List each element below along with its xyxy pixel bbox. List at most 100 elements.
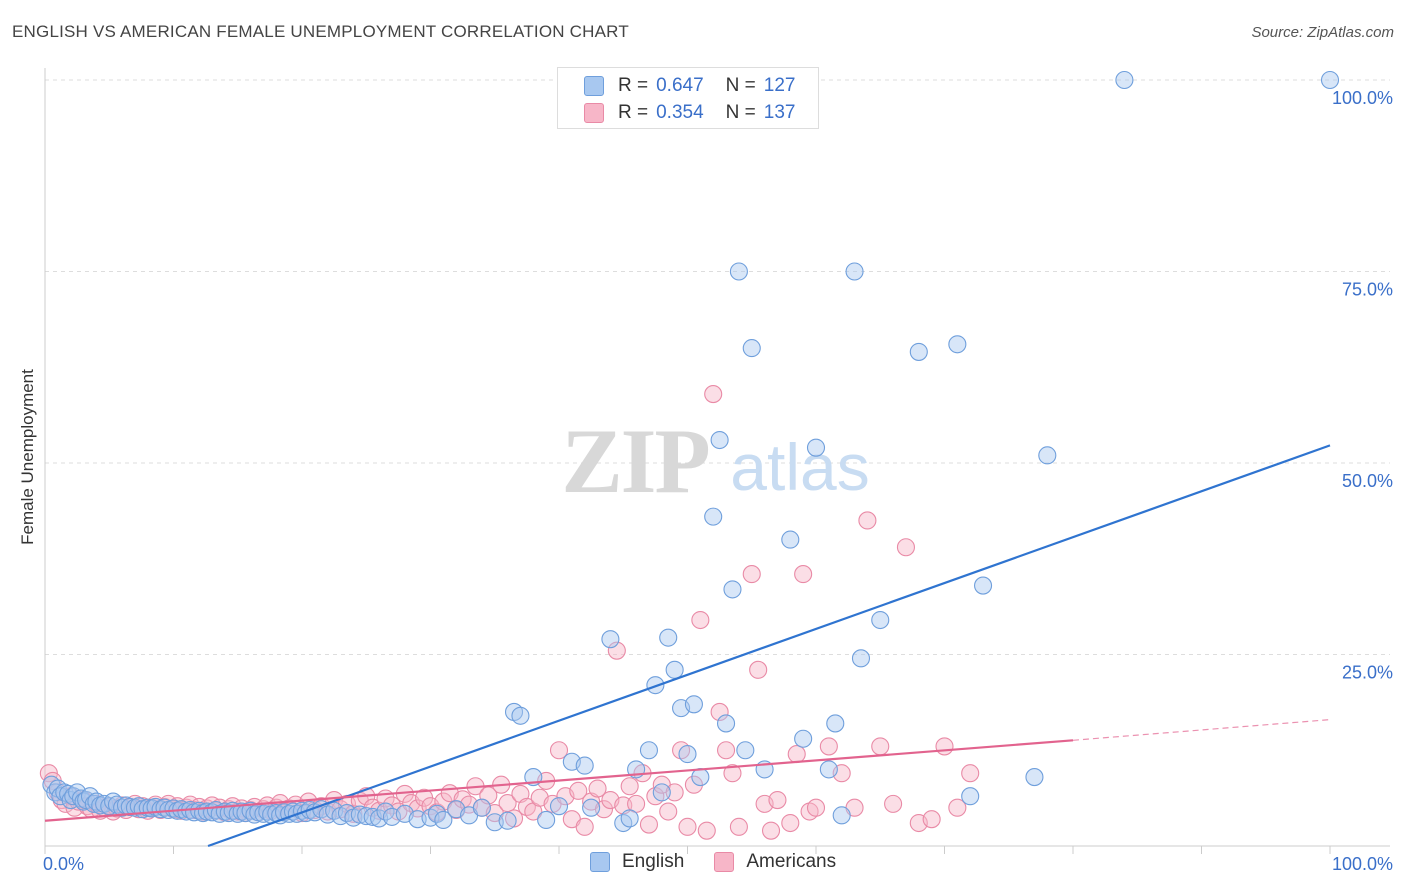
english-point <box>973 576 993 595</box>
americans-point <box>871 737 890 756</box>
r-label: R = <box>618 75 649 96</box>
english-point <box>678 745 697 764</box>
americans-trend-line <box>44 739 1074 822</box>
english-point <box>652 783 671 802</box>
americans-point <box>794 565 813 584</box>
english-point <box>909 342 928 361</box>
americans-point <box>678 817 697 836</box>
americans-point <box>768 790 787 810</box>
english-point <box>845 262 864 281</box>
americans-point <box>749 660 768 679</box>
series-legend: English Americans <box>590 851 866 873</box>
americans-point <box>704 385 723 404</box>
r-label: R = <box>618 102 649 123</box>
americans-point <box>729 817 748 836</box>
english-point <box>742 339 761 358</box>
english-point <box>826 714 845 733</box>
legend-item-americans[interactable]: Americans <box>714 851 836 873</box>
americans-point <box>884 794 903 813</box>
english-point <box>665 660 684 679</box>
americans-point <box>716 741 736 760</box>
watermark: ZIP atlas <box>561 410 869 512</box>
americans-point <box>787 745 806 764</box>
english-point <box>620 809 639 828</box>
english-trend-line <box>207 444 1331 848</box>
english-swatch <box>584 76 604 96</box>
americans-point <box>697 821 716 840</box>
americans-point <box>935 737 954 756</box>
english-point <box>716 714 736 733</box>
english-point <box>948 335 967 354</box>
n-label: N = <box>725 75 756 96</box>
americans-point <box>806 798 826 817</box>
americans-point <box>723 764 742 783</box>
english-point <box>961 787 980 806</box>
americans-point <box>858 511 877 530</box>
english-point <box>511 706 530 725</box>
americans-point <box>819 737 838 756</box>
americans-point <box>659 802 678 821</box>
legend-swatch-english <box>590 852 610 872</box>
english-point <box>472 798 491 817</box>
english-point <box>729 262 748 281</box>
americans-point <box>948 798 967 817</box>
axes <box>44 68 1390 854</box>
english-point <box>806 438 826 457</box>
english-point <box>1115 70 1134 90</box>
english-point <box>704 507 723 526</box>
americans-point <box>607 641 626 660</box>
americans-swatch <box>584 103 604 123</box>
americans-point <box>781 813 800 833</box>
tick-labels: 25.0% 50.0% 75.0% 100.0% 0.0% 100.0% <box>43 88 1393 874</box>
english-point <box>794 729 813 748</box>
americans-trend-extension <box>1072 719 1331 741</box>
y-tick-label: 25.0% <box>1342 663 1393 683</box>
stats-legend: R = 0.647 N = 127 R = 0.354 N = 137 <box>557 67 819 129</box>
english-point <box>871 610 890 630</box>
americans-point <box>549 741 569 760</box>
americans-point <box>761 821 781 840</box>
chart-title: ENGLISH VS AMERICAN FEMALE UNEMPLOYMENT … <box>12 22 629 41</box>
n-value-americans: 137 <box>763 102 796 123</box>
english-point <box>582 798 601 817</box>
english-point <box>691 768 710 787</box>
americans-point <box>961 764 980 783</box>
americans-point <box>665 783 684 802</box>
americans-point <box>588 779 607 798</box>
americans-point <box>896 538 916 557</box>
americans-point <box>691 610 710 630</box>
english-point <box>659 628 678 647</box>
x-tick-label: 0.0% <box>43 854 84 874</box>
y-tick-label: 100.0% <box>1332 88 1393 108</box>
americans-point <box>710 702 729 722</box>
english-point <box>549 797 569 816</box>
grid-lines <box>45 79 1390 655</box>
english-point <box>434 810 453 830</box>
english-point <box>639 741 659 760</box>
americans-point <box>684 775 703 794</box>
english-point <box>84 794 103 813</box>
r-value-americans: 0.354 <box>656 102 704 123</box>
english-point <box>832 806 851 825</box>
americans-point <box>639 815 659 834</box>
americans-point <box>620 777 639 796</box>
english-point <box>710 430 729 450</box>
americans-point <box>575 817 594 836</box>
english-point <box>781 530 800 549</box>
english-points <box>42 70 1340 833</box>
y-tick-label: 50.0% <box>1342 471 1393 491</box>
english-point <box>1320 70 1340 90</box>
americans-point <box>569 781 588 800</box>
legend-item-english[interactable]: English <box>590 851 684 873</box>
english-point <box>851 649 871 668</box>
source-label: Source: ZipAtlas.com <box>1251 24 1394 41</box>
americans-point <box>517 797 536 816</box>
stats-row-english: R = 0.647 N = 127 <box>584 73 795 99</box>
legend-swatch-americans <box>714 852 735 872</box>
americans-point <box>742 565 761 584</box>
legend-label-americans: Americans <box>746 851 837 872</box>
r-value-english: 0.647 <box>656 75 704 96</box>
legend-label-english: English <box>622 851 685 872</box>
english-point <box>1038 446 1057 465</box>
